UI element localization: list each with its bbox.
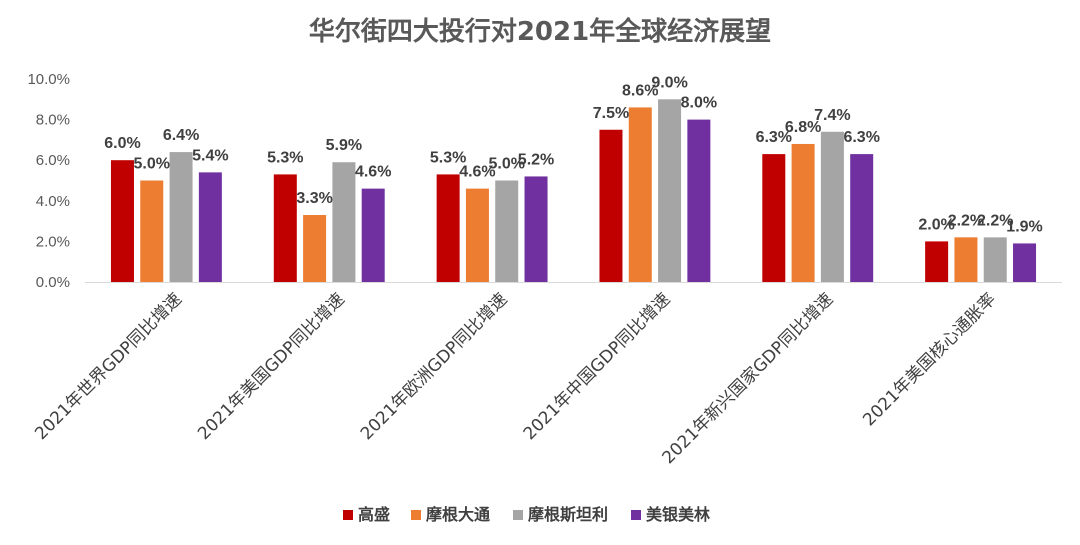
bars-group <box>110 99 1037 282</box>
legend-label: 高盛 <box>358 505 390 524</box>
data-label: 5.3% <box>430 149 466 166</box>
legend-label: 美银美林 <box>646 505 710 524</box>
bar <box>954 237 978 282</box>
bar <box>436 174 460 282</box>
y-axis: 0.0% 2.0% 4.0% 6.0% 8.0% 10.0% <box>27 71 70 291</box>
data-label: 9.0% <box>651 74 687 91</box>
legend-swatch <box>513 510 523 520</box>
data-label: 5.2% <box>518 151 554 168</box>
bar <box>524 176 548 282</box>
y-tick-label: 6.0% <box>36 152 70 169</box>
legend-label: 摩根大通 <box>426 505 490 524</box>
legend-swatch <box>411 510 421 520</box>
bar <box>495 180 519 282</box>
legend-swatch <box>631 510 641 520</box>
bar <box>628 107 652 282</box>
y-tick-label: 10.0% <box>27 71 70 88</box>
data-label: 7.5% <box>593 105 629 122</box>
bar <box>820 131 844 282</box>
bar <box>140 180 164 282</box>
bar <box>169 152 193 282</box>
data-label: 5.0% <box>134 156 170 173</box>
x-tick-label: 2021年欧洲GDP同比增速 <box>357 289 512 444</box>
legend-swatch <box>343 510 353 520</box>
bar <box>1013 243 1037 282</box>
x-tick-label: 2021年美国GDP同比增速 <box>194 289 349 444</box>
data-label: 5.9% <box>326 137 362 154</box>
data-label: 2.2% <box>977 212 1013 229</box>
data-label: 6.3% <box>756 129 792 146</box>
data-label: 2.2% <box>948 212 984 229</box>
bar <box>273 174 297 282</box>
chart-title: 华尔街四大投行对2021年全球经济展望 <box>309 16 771 47</box>
data-label: 8.0% <box>681 95 717 112</box>
data-labels-group: 6.0%5.0%6.4%5.4% 5.3%3.3%5.9%4.6%5.3%4.6%… <box>104 74 1043 235</box>
x-tick-label: 2021年中国GDP同比增速 <box>520 289 675 444</box>
x-tick-label: 2021年美国核心通胀率 <box>859 289 1000 430</box>
data-label: 8.6% <box>622 82 658 99</box>
x-tick-label: 2021年世界GDP同比增速 <box>31 289 186 444</box>
y-tick-label: 0.0% <box>36 274 70 291</box>
bar <box>599 129 623 282</box>
x-tick-label: 2021年新兴国家GDP同比增速 <box>659 289 838 468</box>
bar <box>110 160 134 282</box>
bar <box>791 143 815 282</box>
data-label: 1.9% <box>1006 218 1042 235</box>
bar <box>983 237 1007 282</box>
data-label: 6.0% <box>104 135 140 152</box>
bar <box>198 172 222 282</box>
bar <box>465 188 489 282</box>
bar <box>762 154 786 282</box>
legend: 高盛 摩根大通 摩根斯坦利 美银美林 <box>343 505 710 524</box>
data-label: 7.4% <box>814 107 850 124</box>
y-tick-label: 2.0% <box>36 233 70 250</box>
bar <box>361 188 385 282</box>
y-tick-label: 8.0% <box>36 112 70 129</box>
data-label: 6.3% <box>843 129 879 146</box>
bar <box>332 162 356 282</box>
data-label: 5.4% <box>192 147 228 164</box>
bar <box>850 154 874 282</box>
bar <box>303 215 327 282</box>
data-label: 6.8% <box>785 119 821 136</box>
data-label: 4.6% <box>355 164 391 181</box>
bar <box>658 99 682 282</box>
data-label: 3.3% <box>296 190 332 207</box>
data-label: 6.4% <box>163 127 199 144</box>
legend-label: 摩根斯坦利 <box>528 505 608 524</box>
data-label: 5.0% <box>488 156 524 173</box>
bar <box>925 241 949 282</box>
data-label: 5.3% <box>267 149 303 166</box>
x-axis: 2021年世界GDP同比增速 2021年美国GDP同比增速 2021年欧洲GDP同比… <box>31 289 1000 468</box>
data-label: 4.6% <box>459 164 495 181</box>
bar <box>687 119 711 282</box>
y-tick-label: 4.0% <box>36 193 70 210</box>
data-label: 2.0% <box>918 216 954 233</box>
